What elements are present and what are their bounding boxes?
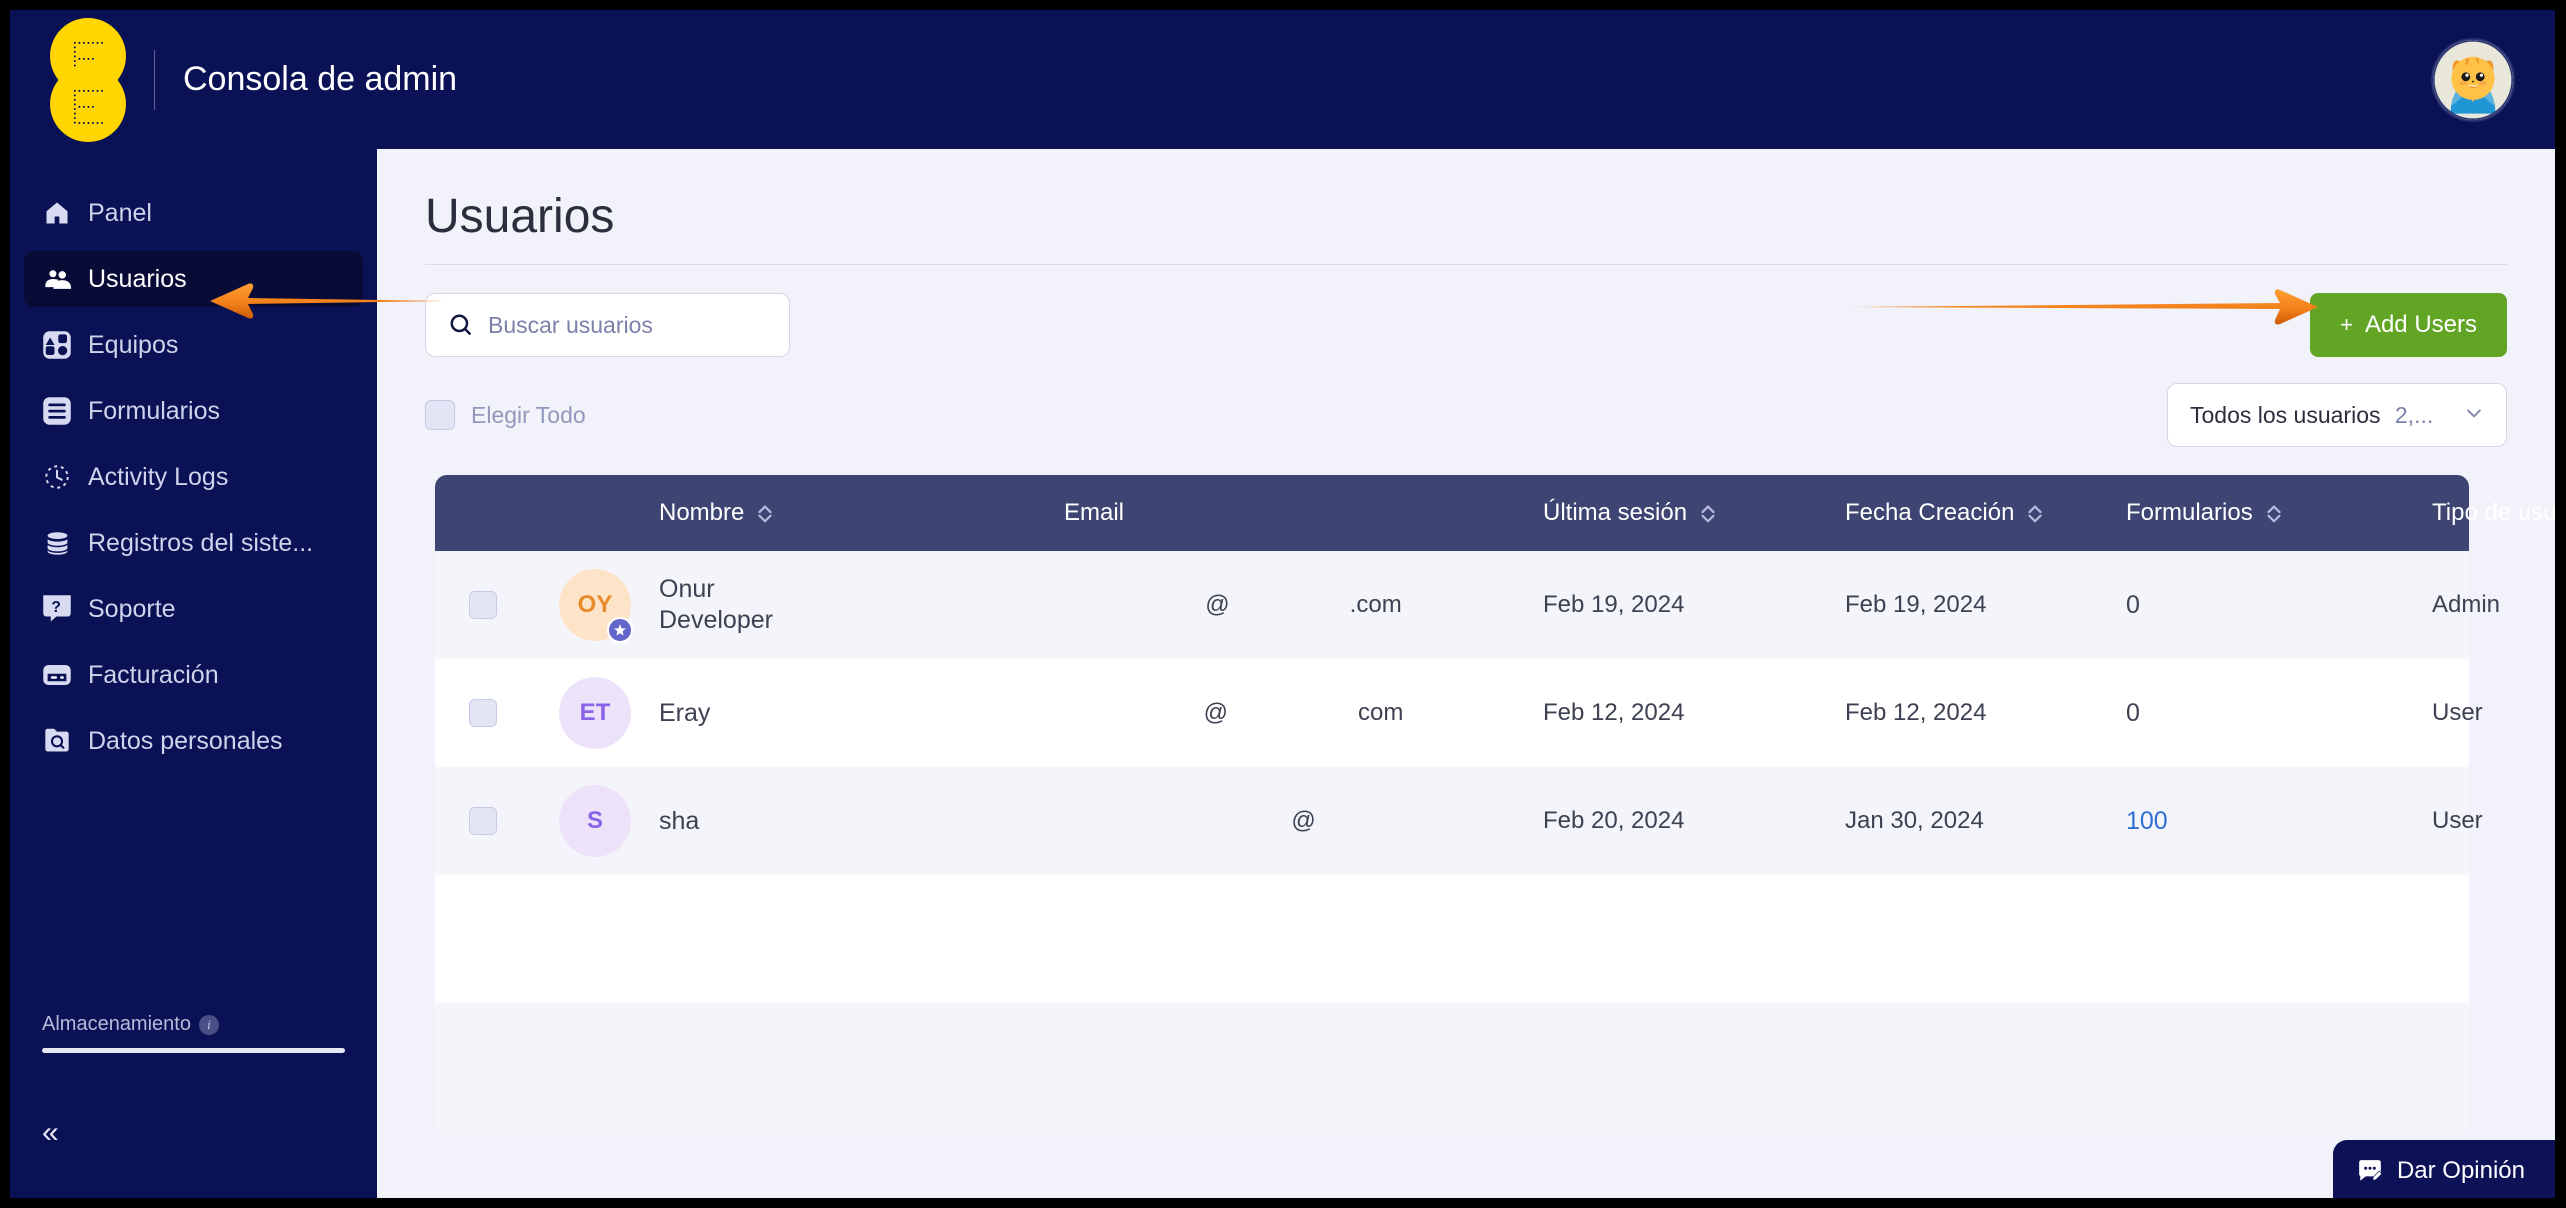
svg-text:?: ? bbox=[51, 599, 61, 616]
